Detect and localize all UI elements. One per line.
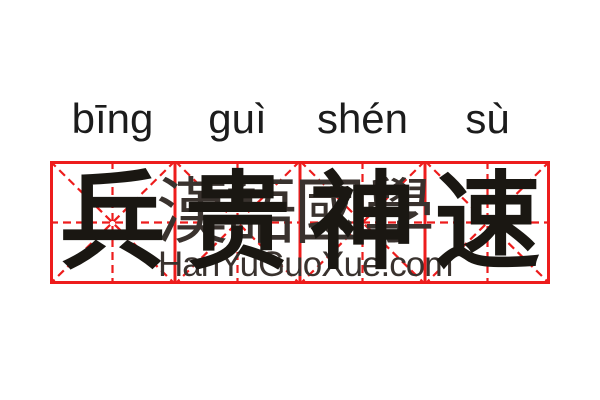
pinyin-syllable-1: bīng bbox=[71, 95, 154, 142]
idiom-character-4: 速 bbox=[434, 161, 541, 284]
idiom-characters-row: 兵 贵 神 速 bbox=[50, 161, 550, 284]
pinyin-syllable-2: guì bbox=[208, 95, 267, 142]
pinyin-row: bīng guì shén sù bbox=[50, 95, 550, 143]
watermark-hanzi-text: 漢語國學 bbox=[156, 170, 435, 254]
idiom-character-3: 神 bbox=[309, 161, 416, 284]
idiom-character-2: 贵 bbox=[184, 161, 291, 284]
mizige-grid bbox=[50, 161, 550, 284]
pinyin-syllable-4: sù bbox=[465, 95, 510, 142]
idiom-character-1: 兵 bbox=[59, 161, 166, 284]
pinyin-syllable-3: shén bbox=[316, 95, 409, 142]
watermark-domain-text: HanYuGuoXue.com bbox=[158, 245, 453, 284]
